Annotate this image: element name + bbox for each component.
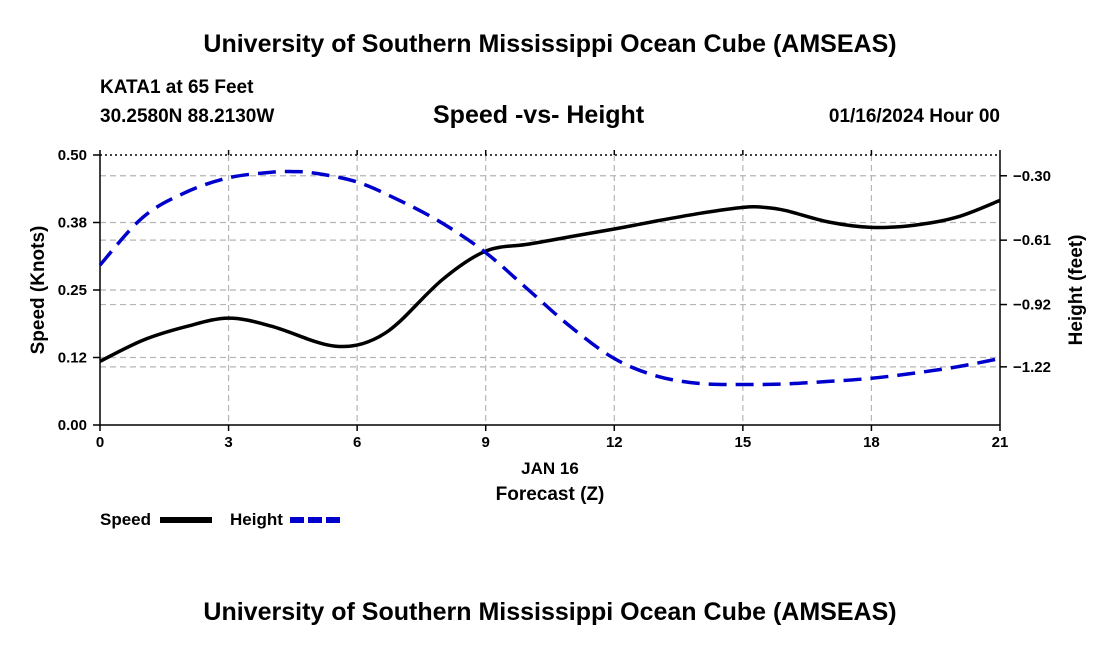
- y-left-axis-label: Speed (Knots): [28, 226, 49, 355]
- footer-title: University of Southern Mississippi Ocean…: [203, 598, 897, 626]
- x-tick-label: 6: [353, 434, 361, 451]
- legend-speed-label: Speed: [100, 510, 151, 529]
- x-tick-label: 21: [992, 434, 1009, 451]
- chart-subtitle: Speed -vs- Height: [433, 101, 645, 129]
- x-tick-label: 12: [606, 434, 623, 451]
- station-coordinates: 30.2580N 88.2130W: [100, 106, 275, 127]
- x-tick-label: 3: [224, 434, 232, 451]
- speed-series-line: [99, 198, 1001, 363]
- legend-height-label: Height: [230, 510, 283, 529]
- x-axis-label: Forecast (Z): [496, 484, 605, 505]
- y-right-tick-label: −0.92: [1013, 297, 1051, 314]
- height-series-line: [98, 169, 1001, 387]
- x-tick-label: 18: [863, 434, 880, 451]
- station-label: KATA1 at 65 Feet: [100, 77, 254, 98]
- forecast-datetime: 01/16/2024 Hour 00: [828, 106, 1000, 127]
- x-axis-date-label: JAN 16: [521, 459, 579, 478]
- x-tick-label: 9: [482, 434, 490, 451]
- y-right-axis-label: Height (feet): [1066, 235, 1087, 346]
- x-tick-label: 0: [96, 434, 104, 451]
- y-left-tick-label: 0.12: [58, 350, 87, 367]
- y-left-tick-label: 0.00: [58, 417, 87, 434]
- y-left-tick-label: 0.38: [58, 215, 87, 232]
- y-left-tick-label: 0.25: [58, 282, 87, 299]
- y-right-tick-label: −1.22: [1013, 359, 1051, 376]
- chart-main-title: University of Southern Mississippi Ocean…: [203, 30, 897, 58]
- y-left-tick-label: 0.50: [58, 147, 87, 164]
- y-right-tick-label: −0.61: [1013, 232, 1051, 249]
- x-tick-label: 15: [735, 434, 752, 451]
- y-right-tick-label: −0.30: [1013, 168, 1051, 185]
